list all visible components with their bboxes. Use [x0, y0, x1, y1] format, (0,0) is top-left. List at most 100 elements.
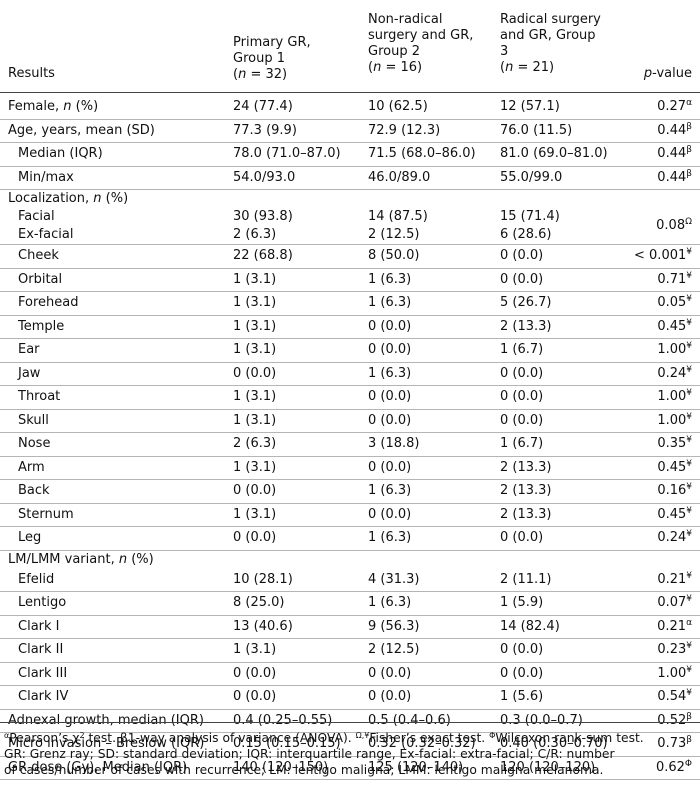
table-row: Lentigo 8 (25.0) 1 (6.3) 1 (5.9) 0.07¥	[0, 592, 700, 616]
header-group2: Non-radical surgery and GR, Group 2 (n =…	[368, 12, 474, 75]
cell-group2: 0 (0.0)	[368, 665, 412, 681]
cell-group1: 140 (120–150)	[233, 759, 329, 775]
cell-group2: 1 (6.3)	[368, 530, 412, 545]
table-row: Clark I 13 (40.6) 9 (56.3) 14 (82.4) 0.21α	[0, 616, 700, 639]
table-row: Back 0 (0.0) 1 (6.3) 2 (13.3) 0.16¥	[0, 480, 700, 504]
row-label: Temple	[18, 318, 65, 334]
cell-group2: 0 (0.0)	[368, 342, 412, 357]
cell-group3: 81.0 (69.0–81.0)	[500, 146, 608, 161]
row-label: Lentigo	[18, 595, 67, 610]
cell-group2: 9 (56.3)	[368, 618, 420, 634]
cell-group1: 0.15 (0.15–0.15)	[233, 736, 341, 751]
cell-pvalue: 0.44β	[657, 145, 692, 162]
cell-group3: 0 (0.0)	[500, 642, 544, 657]
cell-group2: 8 (50.0)	[368, 248, 420, 263]
cell-group3: 14 (82.4)	[500, 618, 560, 634]
cell-group2: 3 (18.8)	[368, 436, 420, 451]
cell-group1: 0 (0.0)	[233, 689, 277, 704]
cell-pvalue: 0.54¥	[657, 688, 692, 705]
table-bottom-rule	[0, 722, 700, 723]
cell-group2: 10 (62.5)	[368, 99, 428, 114]
cell-group1: 1 (3.1)	[233, 506, 277, 522]
table-row: Throat 1 (3.1) 0 (0.0) 0 (0.0) 1.00¥	[0, 386, 700, 410]
row-label: Forehead	[18, 295, 79, 310]
table-row: Clark IV 0 (0.0) 0 (0.0) 1 (5.6) 0.54¥	[0, 686, 700, 710]
row-label: Cheek	[18, 248, 59, 263]
cell-group3: 0 (0.0)	[500, 389, 544, 404]
cell-group3: 2 (13.3)	[500, 506, 552, 522]
cell-group1: 54.0/93.0	[233, 169, 296, 185]
cell-group3: 1 (6.7)	[500, 436, 544, 451]
cell-group2: 71.5 (68.0–86.0)	[368, 146, 476, 161]
row-label: Arm	[18, 459, 45, 475]
cell-group2: 72.9 (12.3)	[368, 122, 441, 138]
cell-group3: 12 (57.1)	[500, 99, 560, 114]
header-results: Results	[8, 66, 55, 81]
row-label: Min/max	[18, 169, 74, 185]
cell-group3: 1 (6.7)	[500, 342, 544, 357]
cell-group1: 13 (40.6)	[233, 618, 293, 634]
table-footnote: αPearson’s χ2 test. β1-way analysis of v…	[4, 731, 644, 777]
cell-group3: 5 (26.7)	[500, 295, 552, 310]
cell-group2: 0 (0.0)	[368, 412, 412, 428]
cell-group2: 2 (12.5)	[368, 642, 420, 657]
cell-group1: 1 (3.1)	[233, 295, 277, 310]
table-row: Temple 1 (3.1) 0 (0.0) 2 (13.3) 0.45¥	[0, 316, 700, 339]
cell-group3: 120 (120–120)	[500, 759, 596, 775]
cell-pvalue: 0.44β	[657, 121, 692, 138]
cell-group1: 0 (0.0)	[233, 483, 277, 498]
row-label: Throat	[18, 389, 61, 404]
table-row: Ex-facial 2 (6.3) 2 (12.5) 6 (28.6) 0.08Ω	[0, 218, 700, 245]
cell-group1: 30 (93.8)	[233, 209, 293, 224]
table-row: Clark II 1 (3.1) 2 (12.5) 0 (0.0) 0.23¥	[0, 639, 700, 663]
row-label: Adnexal growth, median (IQR)	[8, 712, 204, 728]
cell-group2: 2 (12.5)	[368, 227, 420, 242]
cell-pvalue: 0.23¥	[657, 641, 692, 658]
row-label: Female, n (%)	[8, 99, 99, 114]
cell-group1: 2 (6.3)	[233, 227, 277, 242]
row-label: Clark II	[18, 642, 64, 657]
cell-group3: 0 (0.0)	[500, 665, 544, 681]
row-label: Ex-facial	[18, 227, 74, 242]
cell-group2: 1 (6.3)	[368, 365, 412, 381]
cell-pvalue: 0.62Φ	[655, 758, 692, 775]
cell-group3: 6 (28.6)	[500, 227, 552, 242]
table-row: Orbital 1 (3.1) 1 (6.3) 0 (0.0) 0.71¥	[0, 269, 700, 292]
cell-pvalue: 0.16¥	[657, 482, 692, 499]
table-row: Clark III 0 (0.0) 0 (0.0) 0 (0.0) 1.00¥	[0, 663, 700, 686]
cell-group2: 1 (6.3)	[368, 595, 412, 610]
table-row: GR dose (Gy), Median (IQR) 140 (120–150) 1…	[0, 757, 700, 780]
row-label: Sternum	[18, 506, 74, 522]
cell-pvalue: < 0.001¥	[634, 247, 692, 264]
cell-group3: 2 (11.1)	[500, 571, 552, 587]
cell-group1: 0 (0.0)	[233, 530, 277, 545]
cell-group2: 4 (31.3)	[368, 571, 420, 587]
cell-group3: 15 (71.4)	[500, 209, 560, 224]
row-label: Skull	[18, 412, 49, 428]
cell-group2: 0 (0.0)	[368, 459, 412, 475]
cell-group1: 1 (3.1)	[233, 271, 277, 287]
cell-group3: 2 (13.3)	[500, 459, 552, 475]
cell-group1: 22 (68.8)	[233, 248, 293, 263]
cell-group2: 0 (0.0)	[368, 389, 412, 404]
cell-pvalue: 0.24¥	[657, 364, 692, 381]
cell-group2: 1 (6.3)	[368, 295, 412, 310]
row-label: Micro invasion – Breslow (IQR)	[8, 736, 205, 751]
table-row: Adnexal growth, median (IQR) 0.4 (0.25–0.…	[0, 710, 700, 733]
section-header-row: LM/LMM variant, n (%)	[0, 551, 700, 569]
cell-pvalue: 0.05¥	[657, 294, 692, 311]
cell-group3: 0 (0.0)	[500, 365, 544, 381]
cell-group3: 76.0 (11.5)	[500, 122, 573, 138]
cell-group3: 1 (5.9)	[500, 595, 544, 610]
cell-group1: 10 (28.1)	[233, 571, 293, 587]
table-row: Jaw 0 (0.0) 1 (6.3) 0 (0.0) 0.24¥	[0, 363, 700, 386]
cell-pvalue: 0.35¥	[657, 435, 692, 452]
cell-pvalue: 0.27α	[657, 98, 692, 115]
cell-pvalue: 0.07¥	[657, 594, 692, 611]
header-group3: Radical surgery and GR, Group 3 (n = 21)	[500, 12, 601, 75]
cell-group2: 1 (6.3)	[368, 483, 412, 498]
table-row: Min/max 54.0/93.0 46.0/89.0 55.0/99.0 0.44β	[0, 167, 700, 190]
table-row: Leg 0 (0.0) 1 (6.3) 0 (0.0) 0.24¥	[0, 527, 700, 551]
cell-pvalue: 0.08Ω	[656, 217, 692, 234]
cell-group2: 0 (0.0)	[368, 318, 412, 334]
